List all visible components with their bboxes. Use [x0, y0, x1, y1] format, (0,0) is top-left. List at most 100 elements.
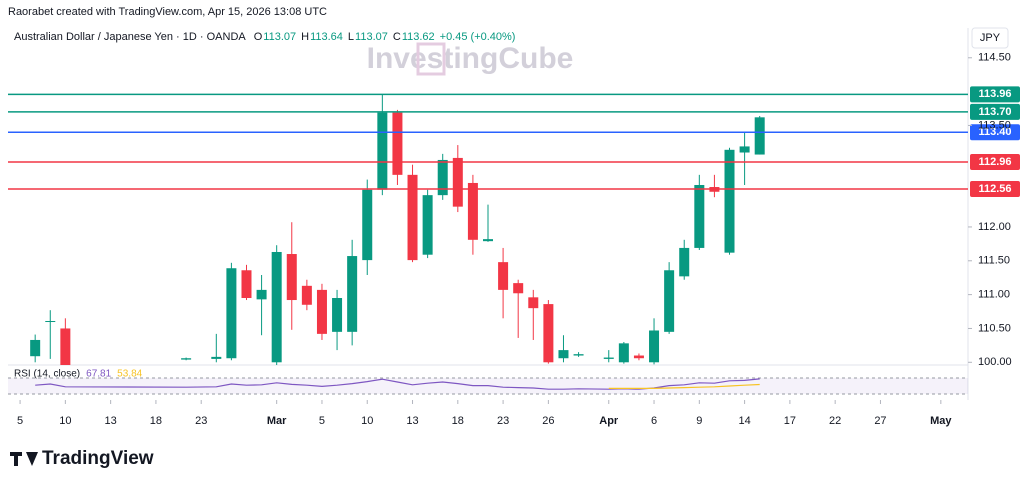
rsi-legend: 67.81 [86, 369, 111, 380]
legend-text: H [301, 31, 309, 43]
candle-body [301, 285, 312, 305]
currency-box [971, 27, 1009, 49]
x-tick-label: Mar [267, 415, 287, 427]
candle-body [679, 247, 690, 277]
candle-body [724, 149, 735, 253]
x-tick-label: 5 [17, 415, 23, 427]
y-tick-label: 100.00 [978, 356, 1012, 368]
currency: JPY [980, 32, 1001, 44]
legend-row: Australian Dollar / Japanese Yen · 1D · … [14, 31, 515, 43]
price-tag-label: 113.96 [978, 88, 1011, 100]
candle-body [664, 270, 675, 332]
candle-body [498, 262, 509, 290]
candle-body [226, 268, 237, 359]
candle-body [573, 354, 584, 356]
candle-body [452, 157, 463, 207]
x-tick-label: 27 [874, 415, 886, 427]
candle-body [694, 184, 705, 248]
x-tick-label: 6 [651, 415, 657, 427]
legend-text: 113.62 [402, 31, 435, 43]
plot: 113.96 113.70 113.40 112.96 112.56 RSI (14, c… [8, 86, 1020, 395]
price-tag-label: 112.56 [978, 183, 1011, 195]
legend-text: 113.07 [355, 31, 388, 43]
price-tag-label: 113.40 [978, 126, 1011, 138]
candle-body [211, 356, 222, 359]
price-tag [970, 103, 1020, 120]
y-tick-label: 112.00 [978, 221, 1011, 233]
x-tick-label: 10 [361, 415, 373, 427]
candle-body [45, 321, 56, 323]
x-tick-label: 10 [59, 415, 71, 427]
candle-body [316, 289, 327, 334]
x-tick-label: 18 [452, 415, 464, 427]
x-tick-label: 13 [105, 415, 117, 427]
candle-body [483, 239, 493, 242]
candle-body [241, 270, 252, 299]
rsi-line [608, 383, 760, 389]
y-tick-label: 114.50 [978, 52, 1011, 64]
candle-body [271, 251, 282, 363]
legend-text: 113.64 [310, 31, 343, 43]
x-tick-label: 13 [406, 415, 418, 427]
credit: Raorabet created with TradingView.com, A… [8, 6, 327, 18]
legend-text: +0.45 (+0.40%) [440, 31, 516, 43]
rsi-line [35, 378, 760, 390]
candle-body [543, 304, 554, 363]
candle-body [30, 339, 41, 357]
x-tick-label: 9 [696, 415, 702, 427]
brand: TradingView [42, 448, 154, 469]
candle-body [407, 174, 418, 261]
candle-body [603, 357, 614, 359]
y-tick-label: 110.50 [978, 322, 1011, 334]
x-tick-label: 23 [195, 415, 207, 427]
candle-body [437, 159, 448, 196]
price-tag-label: 112.96 [978, 156, 1011, 168]
x-tick-label: 17 [784, 415, 796, 427]
candle-body [347, 256, 358, 332]
rsi-label: RSI (14, close) [14, 369, 80, 380]
price-tag [970, 86, 1020, 103]
y-tick-label: 113.50 [978, 119, 1011, 131]
x-tick-label: 18 [150, 415, 162, 427]
price-tag-label: 113.70 [978, 106, 1011, 118]
watermark: InvestingCube [367, 42, 574, 75]
y-tick-label: 111.50 [978, 255, 1010, 267]
candle-body [528, 297, 539, 309]
candle-body [633, 355, 644, 359]
legend-text: Australian Dollar / Japanese Yen · 1D · … [14, 31, 246, 43]
x-tick-label: May [930, 415, 952, 427]
watermark-icon [416, 42, 446, 76]
x-tick-label: 14 [738, 415, 750, 427]
candle-body [739, 146, 750, 153]
legend-text: L [348, 31, 354, 43]
candle-body [558, 350, 569, 359]
candle-body [377, 112, 388, 190]
x-tick-label: Apr [599, 415, 619, 427]
legend-text: O [254, 31, 263, 43]
legend-text: C [393, 31, 401, 43]
x-tick-label: 5 [319, 415, 325, 427]
x-tick-label: 23 [497, 415, 509, 427]
candle-body [286, 254, 297, 301]
candle-body [60, 328, 71, 365]
rsi-legend: 53.84 [117, 369, 142, 380]
price-tag [970, 124, 1020, 141]
candle-body [618, 343, 629, 363]
x-tick-label: 26 [542, 415, 554, 427]
candle-body [422, 195, 433, 255]
price-pane [30, 94, 765, 365]
x-tick-label: 22 [829, 415, 841, 427]
price-tag [970, 153, 1020, 170]
y-tick-label: 111.00 [978, 289, 1010, 301]
tv-logo [10, 452, 38, 466]
candle-body [467, 182, 478, 240]
candle-body [362, 189, 373, 261]
candle-body [754, 117, 765, 155]
candle-body [256, 289, 267, 300]
candle-body [181, 358, 192, 360]
candle-body [392, 112, 403, 175]
candle-body [513, 283, 524, 294]
legend-text: 113.07 [263, 31, 296, 43]
